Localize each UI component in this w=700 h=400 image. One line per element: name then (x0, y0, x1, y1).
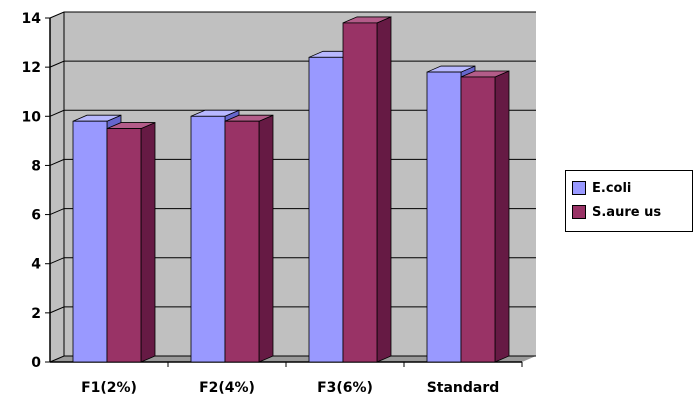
y-tick-label: 6 (31, 208, 41, 224)
bar-saureus-4 (460, 70, 510, 363)
y-tick-label: 0 (31, 355, 41, 371)
x-axis-labels: F1(2%) F2(4%) F3(6%) Standard (81, 362, 523, 396)
chart-walls (50, 12, 536, 362)
x-tick-label-1: F1(2%) (81, 380, 137, 396)
legend-label-saureus: S.aure us (592, 204, 662, 220)
legend-label-ecoli: E.coli (592, 180, 632, 196)
legend-swatch-saureus (572, 205, 586, 219)
bar-saureus-1 (106, 121, 156, 363)
bar-saureus-2 (224, 114, 274, 363)
y-tick-label: 14 (22, 11, 42, 27)
x-tick-label-3: F3(6%) (317, 380, 373, 396)
y-tick-label: 8 (31, 158, 41, 174)
y-tick-label: 4 (31, 257, 41, 273)
y-tick-label: 2 (31, 306, 41, 322)
y-tick-label: 12 (22, 60, 41, 76)
x-tick-label-4: Standard (427, 380, 500, 396)
bars (72, 16, 510, 363)
x-tick-label-2: F2(4%) (199, 380, 255, 396)
legend-swatch-ecoli (572, 181, 586, 195)
back-wall (50, 12, 536, 362)
floor (50, 356, 536, 362)
y-tick-label: 10 (22, 109, 42, 125)
legend: E.coli S.aure us (565, 170, 693, 232)
y-axis-ticks: 0 2 4 6 8 10 12 14 (22, 11, 50, 371)
legend-item-ecoli: E.coli (572, 176, 686, 200)
legend-item-saureus: S.aure us (572, 200, 686, 224)
bar-saureus-3 (342, 16, 392, 363)
